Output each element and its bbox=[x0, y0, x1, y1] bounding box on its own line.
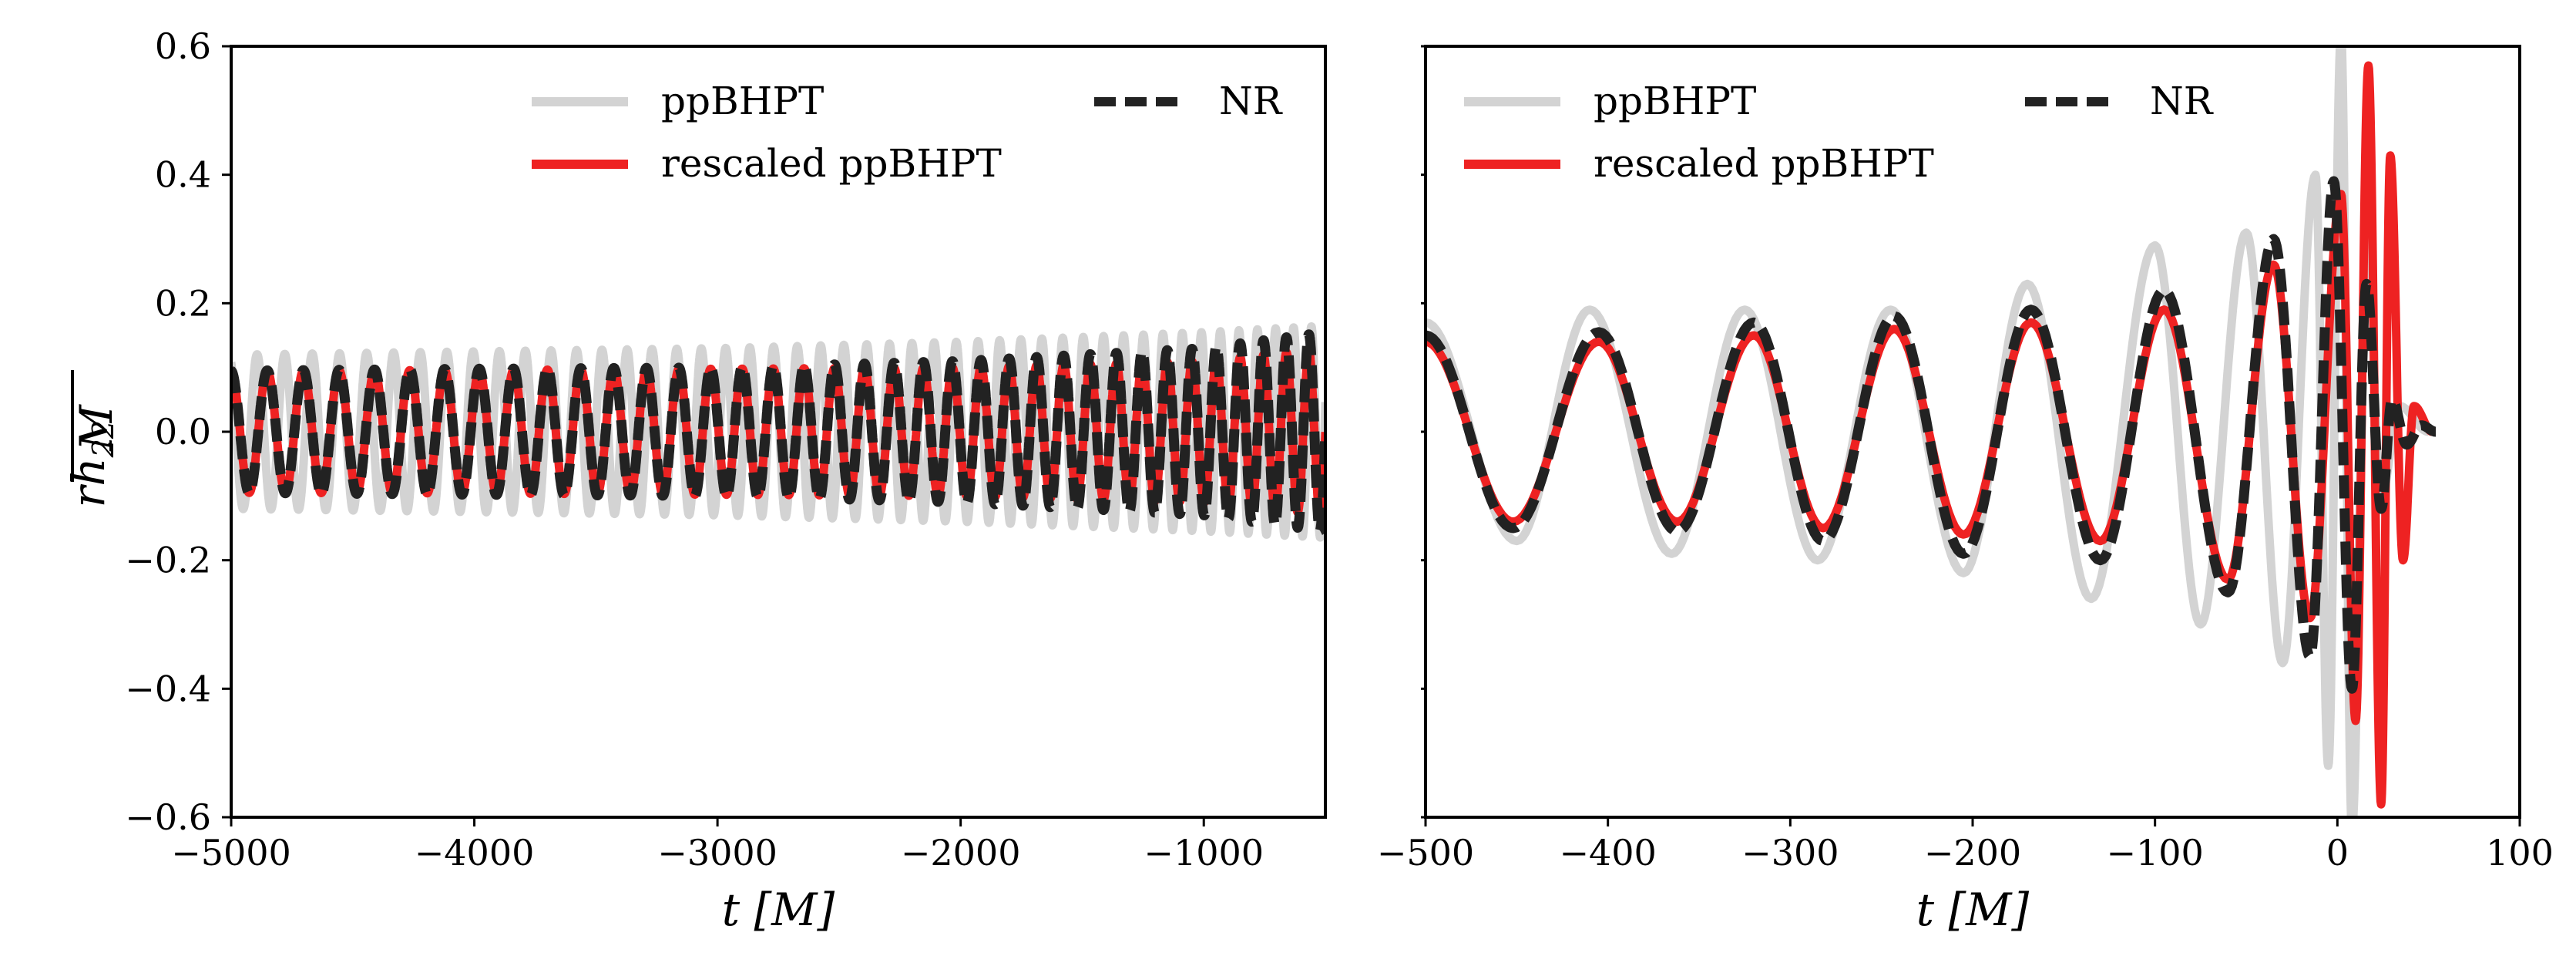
right-panel-lines bbox=[1426, 46, 2440, 817]
y-axis-label: rh22 M bbox=[62, 370, 123, 507]
series-line-nr bbox=[1426, 176, 2440, 694]
y-tick-label: −0.4 bbox=[125, 668, 211, 709]
right-panel: −500 −400 −300 −200 −100 0 100 ppBHPT NR resca… bbox=[1377, 45, 2554, 936]
y-axis-label-subscript: 22 bbox=[86, 420, 120, 458]
x-tick-label: −1000 bbox=[1144, 832, 1264, 874]
x-tick-label: −4000 bbox=[415, 832, 535, 874]
legend-label-ppbhpt: ppBHPT bbox=[661, 79, 824, 123]
left-panel-lines bbox=[231, 322, 1325, 542]
right-panel-ticks: −500 −400 −300 −200 −100 0 100 bbox=[1377, 45, 2554, 874]
y-axis-label-denominator: M bbox=[70, 404, 123, 452]
left-panel: −5000 −4000 −3000 −2000 −1000 −0.6 −0.4 −0.2 0.0… bbox=[125, 25, 1327, 936]
x-tick-label: 100 bbox=[2486, 832, 2554, 874]
series-line-nr bbox=[231, 329, 1325, 536]
x-tick-label: 0 bbox=[2326, 832, 2349, 874]
legend-label-nr: NR bbox=[2150, 79, 2214, 123]
x-tick-label: −2000 bbox=[901, 832, 1021, 874]
x-tick-label: −400 bbox=[1559, 832, 1656, 874]
left-panel-x-axis-label: t [M] bbox=[722, 884, 835, 936]
right-panel-x-axis-label: t [M] bbox=[1916, 884, 2030, 936]
x-tick-label: −200 bbox=[1924, 832, 2021, 874]
y-tick-label: 0.0 bbox=[155, 411, 211, 453]
x-tick-label: −500 bbox=[1377, 832, 1474, 874]
left-panel-legend: ppBHPT NR rescaled ppBHPT bbox=[532, 79, 1283, 186]
x-tick-label: −100 bbox=[2106, 832, 2203, 874]
y-tick-label: 0.6 bbox=[155, 25, 211, 67]
legend-label-rescaled-ppbhpt: rescaled ppBHPT bbox=[1594, 141, 1934, 186]
legend-label-rescaled-ppbhpt: rescaled ppBHPT bbox=[661, 141, 1002, 186]
legend-label-nr: NR bbox=[1219, 79, 1283, 123]
y-tick-label: −0.6 bbox=[125, 796, 211, 838]
right-panel-legend: ppBHPT NR rescaled ppBHPT bbox=[1464, 79, 2214, 186]
left-panel-ticks: −5000 −4000 −3000 −2000 −1000 −0.6 −0.4 −0.2 0.0… bbox=[125, 25, 1264, 874]
y-axis-label-numerator-main: rh bbox=[62, 457, 115, 507]
y-axis-label-numerator: rh22 bbox=[62, 420, 120, 507]
y-tick-label: 0.2 bbox=[155, 282, 211, 324]
x-tick-label: −5000 bbox=[171, 832, 291, 874]
y-tick-label: −0.2 bbox=[125, 540, 211, 581]
x-tick-label: −3000 bbox=[657, 832, 778, 874]
x-tick-label: −300 bbox=[1741, 832, 1839, 874]
y-tick-label: 0.4 bbox=[155, 154, 211, 196]
legend-label-ppbhpt: ppBHPT bbox=[1594, 79, 1756, 123]
